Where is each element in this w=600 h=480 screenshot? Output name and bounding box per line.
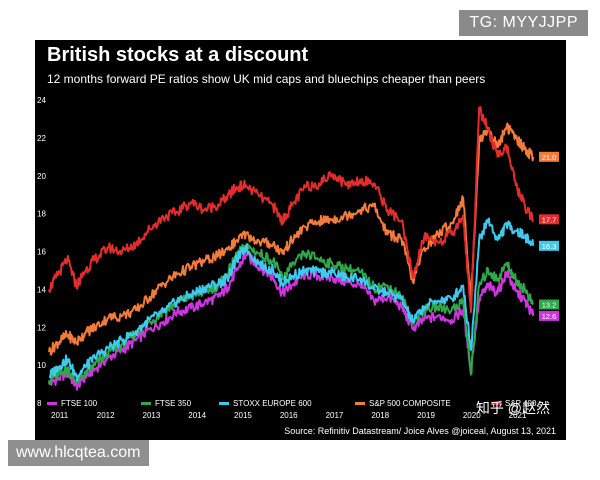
end-value-badge: [539, 299, 559, 310]
legend-label: FTSE 100: [61, 399, 98, 408]
chart-card: British stocks at a discount 12 months f…: [35, 40, 566, 440]
y-tick-label: 10: [37, 361, 46, 370]
y-tick-label: 14: [37, 285, 46, 294]
end-value-badge: [539, 240, 559, 251]
end-value-label: 21.0: [542, 153, 557, 162]
y-tick-label: 20: [37, 172, 46, 181]
legend-label: STOXX EUROPE 600: [233, 399, 312, 408]
legend-label: S&P 500 COMPOSITE: [369, 399, 451, 408]
end-value-label: 13.2: [542, 301, 557, 310]
x-tick-label: 2012: [97, 411, 115, 420]
end-value-label: 16.3: [542, 242, 557, 251]
y-tick-label: 18: [37, 210, 46, 219]
legend-swatch: [219, 402, 229, 405]
chart-subtitle: 12 months forward PE ratios show UK mid …: [47, 72, 486, 86]
line-chart: 8 10 12 14 16 18 20 22 24 2011 2012 2013 2014 2015 201…: [37, 96, 559, 420]
end-value-label: 12.6: [542, 312, 557, 321]
x-tick-label: 2020: [463, 411, 481, 420]
legend-swatch: [491, 402, 501, 405]
x-tick-label: 2016: [280, 411, 298, 420]
y-tick-label: 16: [37, 248, 46, 257]
chart-title: British stocks at a discount: [47, 44, 309, 66]
y-tick-label: 12: [37, 323, 46, 332]
x-tick-label: 2014: [188, 411, 206, 420]
x-tick-label: 2018: [371, 411, 389, 420]
series-line-s-p-400: [48, 106, 535, 314]
x-tick-label: 2013: [143, 411, 161, 420]
x-tick-label: 2011: [51, 411, 69, 420]
y-tick-label: 24: [37, 96, 46, 105]
y-tick-label: 22: [37, 134, 46, 143]
series-line-s-p-500-composite: [48, 122, 535, 356]
series-line-ftse-100: [48, 251, 535, 391]
zhihu-watermark: 知乎 @赵然: [475, 400, 550, 416]
end-value-badge: [539, 310, 559, 321]
y-tick-label: 8: [37, 399, 42, 408]
end-value-badge: [539, 151, 559, 162]
x-tick-label: 2017: [326, 411, 344, 420]
x-tick-label: 2019: [417, 411, 435, 420]
legend-label: S&P 400: [505, 399, 537, 408]
chart-source: Source: Refinitiv Datastream/ Joice Alve…: [284, 426, 556, 436]
end-value-badge: [539, 214, 559, 225]
x-tick-label: 2021: [509, 411, 527, 420]
series-line-ftse-350: [48, 242, 534, 386]
legend-swatch: [47, 402, 57, 405]
bottom-watermark-tag: www.hlcqtea.com: [8, 440, 149, 466]
x-tick-label: 2015: [234, 411, 252, 420]
end-value-label: 17.7: [542, 215, 557, 224]
legend-label: FTSE 350: [155, 399, 192, 408]
series-line-stoxx-europe-600: [48, 217, 535, 382]
legend-swatch: [355, 402, 365, 405]
legend-swatch: [141, 402, 151, 405]
top-watermark-tag: TG: MYYJJPP: [459, 10, 588, 36]
